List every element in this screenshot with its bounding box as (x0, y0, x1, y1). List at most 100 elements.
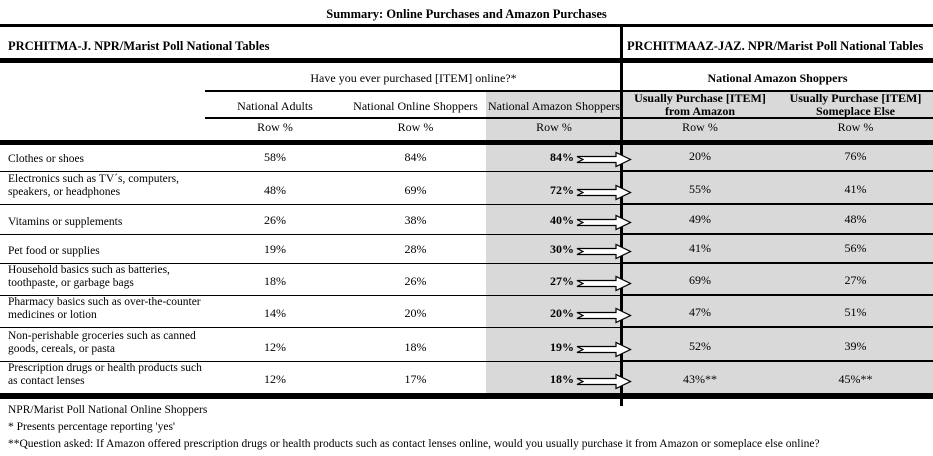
right-arrow-icon (576, 341, 632, 358)
item-label: Prescription drugs or health products su… (0, 361, 205, 399)
table-body: Clothes or shoes 58% 84% 84% 20% 76% Ele… (0, 142, 933, 399)
national-online-shoppers-value: 26% (345, 263, 486, 296)
national-online-shoppers-value: 84% (345, 142, 486, 172)
col-header-online-shoppers: National Online Shoppers (345, 91, 486, 119)
national-amazon-shoppers-value: 40% (486, 204, 632, 235)
title-underline (0, 24, 933, 27)
table-row: Vitamins or supplements 26% 38% 40% 49% … (0, 204, 933, 235)
national-adults-value: 58% (205, 142, 345, 172)
national-online-shoppers-value: 69% (345, 171, 486, 205)
row-percent-row: Row % Row % Row % Row % Row % (0, 118, 933, 145)
national-amazon-shoppers-value: 19% (486, 327, 632, 362)
from-amazon-value: 52% (622, 327, 778, 362)
row-percent-label: Row % (622, 118, 778, 145)
from-amazon-value: 55% (622, 171, 778, 205)
footnote-source: NPR/Marist Poll National Online Shoppers (8, 403, 208, 416)
item-label-line1: Prescription drugs or health products su… (8, 361, 202, 374)
footnote-asterisk: * Presents percentage reporting 'yes' (8, 420, 176, 433)
national-amazon-shoppers-value: 20% (486, 295, 632, 328)
item-label-line1: Clothes or shoes (8, 152, 85, 165)
national-online-shoppers-value: 28% (345, 234, 486, 264)
national-adults-value: 19% (205, 234, 345, 264)
footnote-question: **Question asked: If Amazon offered pres… (8, 437, 820, 450)
amazon-shoppers-percent: 84% (550, 149, 574, 164)
item-label-line2: goods, cereals, or pasta (8, 342, 115, 355)
national-amazon-shoppers-value: 18% (486, 361, 632, 399)
right-arrow-icon (576, 275, 632, 292)
someplace-else-value: 51% (778, 295, 933, 328)
someplace-else-value: 45%** (778, 361, 933, 399)
national-adults-value: 48% (205, 171, 345, 205)
item-label-line2: toothpaste, or garbage bags (8, 276, 134, 289)
item-label-line1: Pet food or supplies (8, 244, 100, 257)
someplace-else-value: 41% (778, 171, 933, 205)
national-adults-value: 18% (205, 263, 345, 296)
item-label-line1: Non-perishable groceries such as canned (8, 329, 196, 342)
col-header-someplace-else: Usually Purchase [ITEM] Someplace Else (778, 91, 933, 119)
row-percent-label: Row % (205, 118, 345, 145)
table-row: Clothes or shoes 58% 84% 84% 20% 76% (0, 142, 933, 172)
item-label-line1: Electronics such as TV´s, computers, (8, 172, 179, 185)
amazon-shoppers-percent: 18% (550, 371, 574, 386)
national-amazon-shoppers-value: 27% (486, 263, 632, 296)
table-row: Prescription drugs or health products su… (0, 361, 933, 399)
item-label: Clothes or shoes (0, 142, 205, 172)
national-online-shoppers-value: 20% (345, 295, 486, 328)
header-divider-bar (0, 58, 933, 63)
col-header-line1: Usually Purchase [ITEM] (789, 91, 922, 105)
col-header-national-adults: National Adults (205, 91, 345, 119)
column-header-row: National Adults National Online Shoppers… (0, 91, 933, 119)
someplace-else-value: 27% (778, 263, 933, 296)
col-header-line2: Someplace Else (816, 103, 895, 118)
amazon-shoppers-percent: 27% (550, 273, 574, 288)
table-row: Pet food or supplies 19% 28% 30% 41% 56% (0, 234, 933, 264)
someplace-else-value: 76% (778, 142, 933, 172)
amazon-shoppers-percent: 40% (550, 212, 574, 227)
national-adults-value: 26% (205, 204, 345, 235)
left-question-header: Have you ever purchased [ITEM] online?* (205, 63, 622, 92)
footnotes: NPR/Marist Poll National Online Shoppers… (0, 399, 933, 450)
from-amazon-value: 49% (622, 204, 778, 235)
amazon-shoppers-percent: 19% (550, 339, 574, 354)
item-label-line1: Pharmacy basics such as over-the-counter (8, 295, 201, 308)
page-title: Summary: Online Purchases and Amazon Pur… (326, 7, 607, 21)
row-percent-label: Row % (778, 118, 933, 145)
right-arrow-icon (576, 214, 632, 231)
someplace-else-value: 39% (778, 327, 933, 362)
amazon-shoppers-percent: 72% (550, 182, 574, 197)
item-label: Vitamins or supplements (0, 204, 205, 235)
table-row: Electronics such as TV´s, computers, spe… (0, 171, 933, 205)
item-label-line2: speakers, or headphones (8, 185, 121, 198)
from-amazon-value: 69% (622, 263, 778, 296)
item-label: Pharmacy basics such as over-the-counter… (0, 295, 205, 328)
amazon-shoppers-percent: 30% (550, 241, 574, 256)
national-adults-value: 12% (205, 361, 345, 399)
from-amazon-value: 47% (622, 295, 778, 328)
item-label: Household basics such as batteries, toot… (0, 263, 205, 296)
header-body: Have you ever purchased [ITEM] online?* … (0, 63, 933, 145)
national-adults-value: 14% (205, 295, 345, 328)
national-online-shoppers-value: 18% (345, 327, 486, 362)
national-amazon-shoppers-value: 72% (486, 171, 632, 205)
empty-cell (0, 118, 205, 145)
right-arrow-icon (576, 373, 632, 390)
table-row: Household basics such as batteries, toot… (0, 263, 933, 296)
col-header-line2: from Amazon (664, 103, 736, 118)
left-table-header: PRCHITMA-J. NPR/Marist Poll National Tab… (8, 39, 270, 53)
someplace-else-value: 48% (778, 204, 933, 235)
col-header-from-amazon: Usually Purchase [ITEM] from Amazon (622, 91, 778, 119)
national-amazon-shoppers-value: 30% (486, 234, 632, 264)
spanning-header-row: Have you ever purchased [ITEM] online?* … (0, 63, 933, 92)
empty-cell (0, 91, 205, 118)
right-arrow-icon (576, 151, 632, 168)
national-online-shoppers-value: 38% (345, 204, 486, 235)
right-table-header: PRCHITMAAZ-JAZ. NPR/Marist Poll National… (627, 39, 924, 53)
right-arrow-icon (576, 184, 632, 201)
item-label-line2: medicines or lotion (8, 308, 97, 321)
item-label-line1: Vitamins or supplements (8, 215, 123, 228)
item-label: Non-perishable groceries such as canned … (0, 327, 205, 362)
item-label-line1: Household basics such as batteries, (8, 263, 170, 276)
national-amazon-shoppers-value: 84% (486, 142, 632, 172)
empty-cell (0, 63, 205, 91)
